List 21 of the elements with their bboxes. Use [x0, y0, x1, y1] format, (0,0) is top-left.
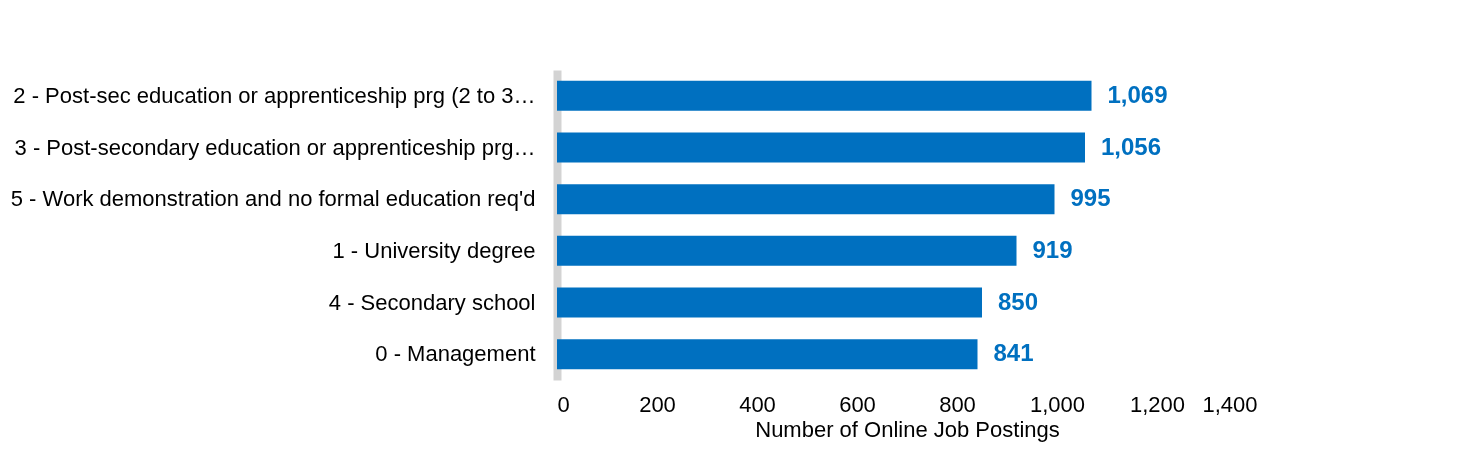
x-tick-label: 200	[639, 391, 676, 417]
data-label: 919	[1032, 235, 1073, 263]
y-tick-label: 0 - Management	[375, 341, 536, 367]
x-tick-label: 600	[839, 391, 876, 417]
data-label: 841	[993, 339, 1034, 367]
data-label: 995	[1070, 184, 1111, 212]
y-tick-label: 1 - University degree	[332, 237, 536, 263]
data-label: 1,069	[1107, 80, 1168, 108]
x-tick-label: 1,400	[1202, 391, 1258, 417]
x-axis-title: Number of Online Job Postings	[755, 416, 1060, 442]
y-tick-label: 3 - Post-secondary education or apprenticeship prg…	[14, 134, 536, 160]
y-tick-label: 4 - Secondary school	[328, 289, 536, 315]
data-label: 1,056	[1101, 132, 1162, 160]
data-label: 850	[998, 287, 1039, 315]
x-tick-label: 1,200	[1129, 391, 1186, 417]
x-tick-label: 400	[739, 391, 776, 417]
x-tick-label: 0	[557, 391, 570, 417]
y-tick-label: 2 - Post-sec education or apprenticeship prg (2 to 3…	[13, 82, 536, 108]
x-tick-label: 1,000	[1029, 391, 1086, 417]
y-tick-label: 5 - Work demonstration and no formal education req'd	[10, 186, 536, 212]
x-tick-label: 800	[939, 391, 976, 417]
